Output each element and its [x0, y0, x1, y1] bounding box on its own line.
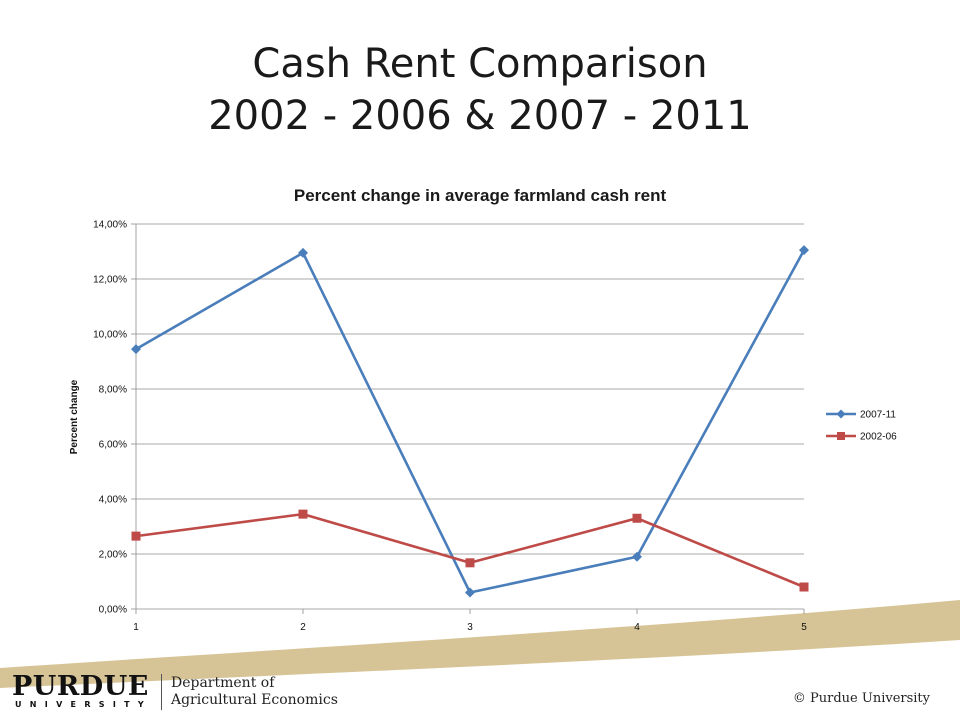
x-tick-label: 3 [467, 622, 473, 633]
data-point-2007-11 [799, 245, 809, 256]
series-2002-06 [131, 509, 809, 592]
data-point-2002-06 [799, 582, 809, 592]
legend-marker-2002-06 [837, 432, 845, 440]
footer: PURDUE UNIVERSITY Department of Agricult… [0, 640, 960, 720]
data-point-2002-06 [298, 509, 308, 519]
y-tick-label: 0,00% [99, 605, 127, 616]
chart-title: Percent change in average farmland cash … [294, 186, 667, 205]
department-name: Department of Agricultural Economics [171, 675, 338, 709]
data-point-2007-11 [465, 587, 475, 598]
y-tick-label: 2,00% [99, 550, 127, 561]
series-line-2002-06 [135, 512, 805, 589]
y-tick-label: 14,00% [93, 220, 127, 231]
x-tick-label: 2 [300, 622, 306, 633]
data-point-2002-06 [465, 558, 475, 568]
data-point-2002-06 [632, 513, 642, 523]
legend-label-2007-11: 2007-11 [860, 410, 896, 421]
slide-title: Cash Rent Comparison 2002 - 2006 & 2007 … [0, 38, 960, 142]
logo-divider [160, 674, 162, 710]
y-tick-label: 6,00% [99, 440, 127, 451]
series-line-2007-11 [135, 249, 806, 594]
purdue-logo: PURDUE UNIVERSITY Department of Agricult… [12, 671, 338, 713]
legend-label-2002-06: 2002-06 [860, 432, 897, 443]
copyright-text: © Purdue University [792, 691, 930, 706]
slide-title-line-2: 2002 - 2006 & 2007 - 2011 [208, 93, 752, 139]
data-point-2007-11 [131, 344, 141, 355]
legend-marker-2007-11 [836, 409, 846, 419]
y-axis-label: Percent change [69, 379, 80, 454]
y-tick-label: 12,00% [93, 275, 127, 286]
x-tick-label: 1 [133, 622, 139, 633]
purdue-wordmark-sub: UNIVERSITY [15, 700, 152, 709]
y-tick-label: 8,00% [99, 385, 127, 396]
slide-title-line-1: Cash Rent Comparison [252, 41, 708, 87]
purdue-wordmark: PURDUE UNIVERSITY [12, 671, 152, 710]
data-point-2002-06 [131, 531, 141, 541]
data-point-2007-11 [632, 551, 642, 562]
y-tick-label: 4,00% [99, 495, 127, 506]
x-tick-label: 4 [634, 622, 640, 633]
purdue-wordmark-main: PURDUE [12, 671, 149, 702]
data-point-2007-11 [298, 247, 308, 258]
department-line-1: Department of [170, 675, 275, 691]
series-2007-11 [131, 245, 809, 598]
x-tick-label: 5 [801, 622, 807, 633]
y-tick-label: 10,00% [93, 330, 127, 341]
gold-swoosh-band [0, 600, 960, 688]
department-line-2: Agricultural Economics [170, 692, 338, 708]
